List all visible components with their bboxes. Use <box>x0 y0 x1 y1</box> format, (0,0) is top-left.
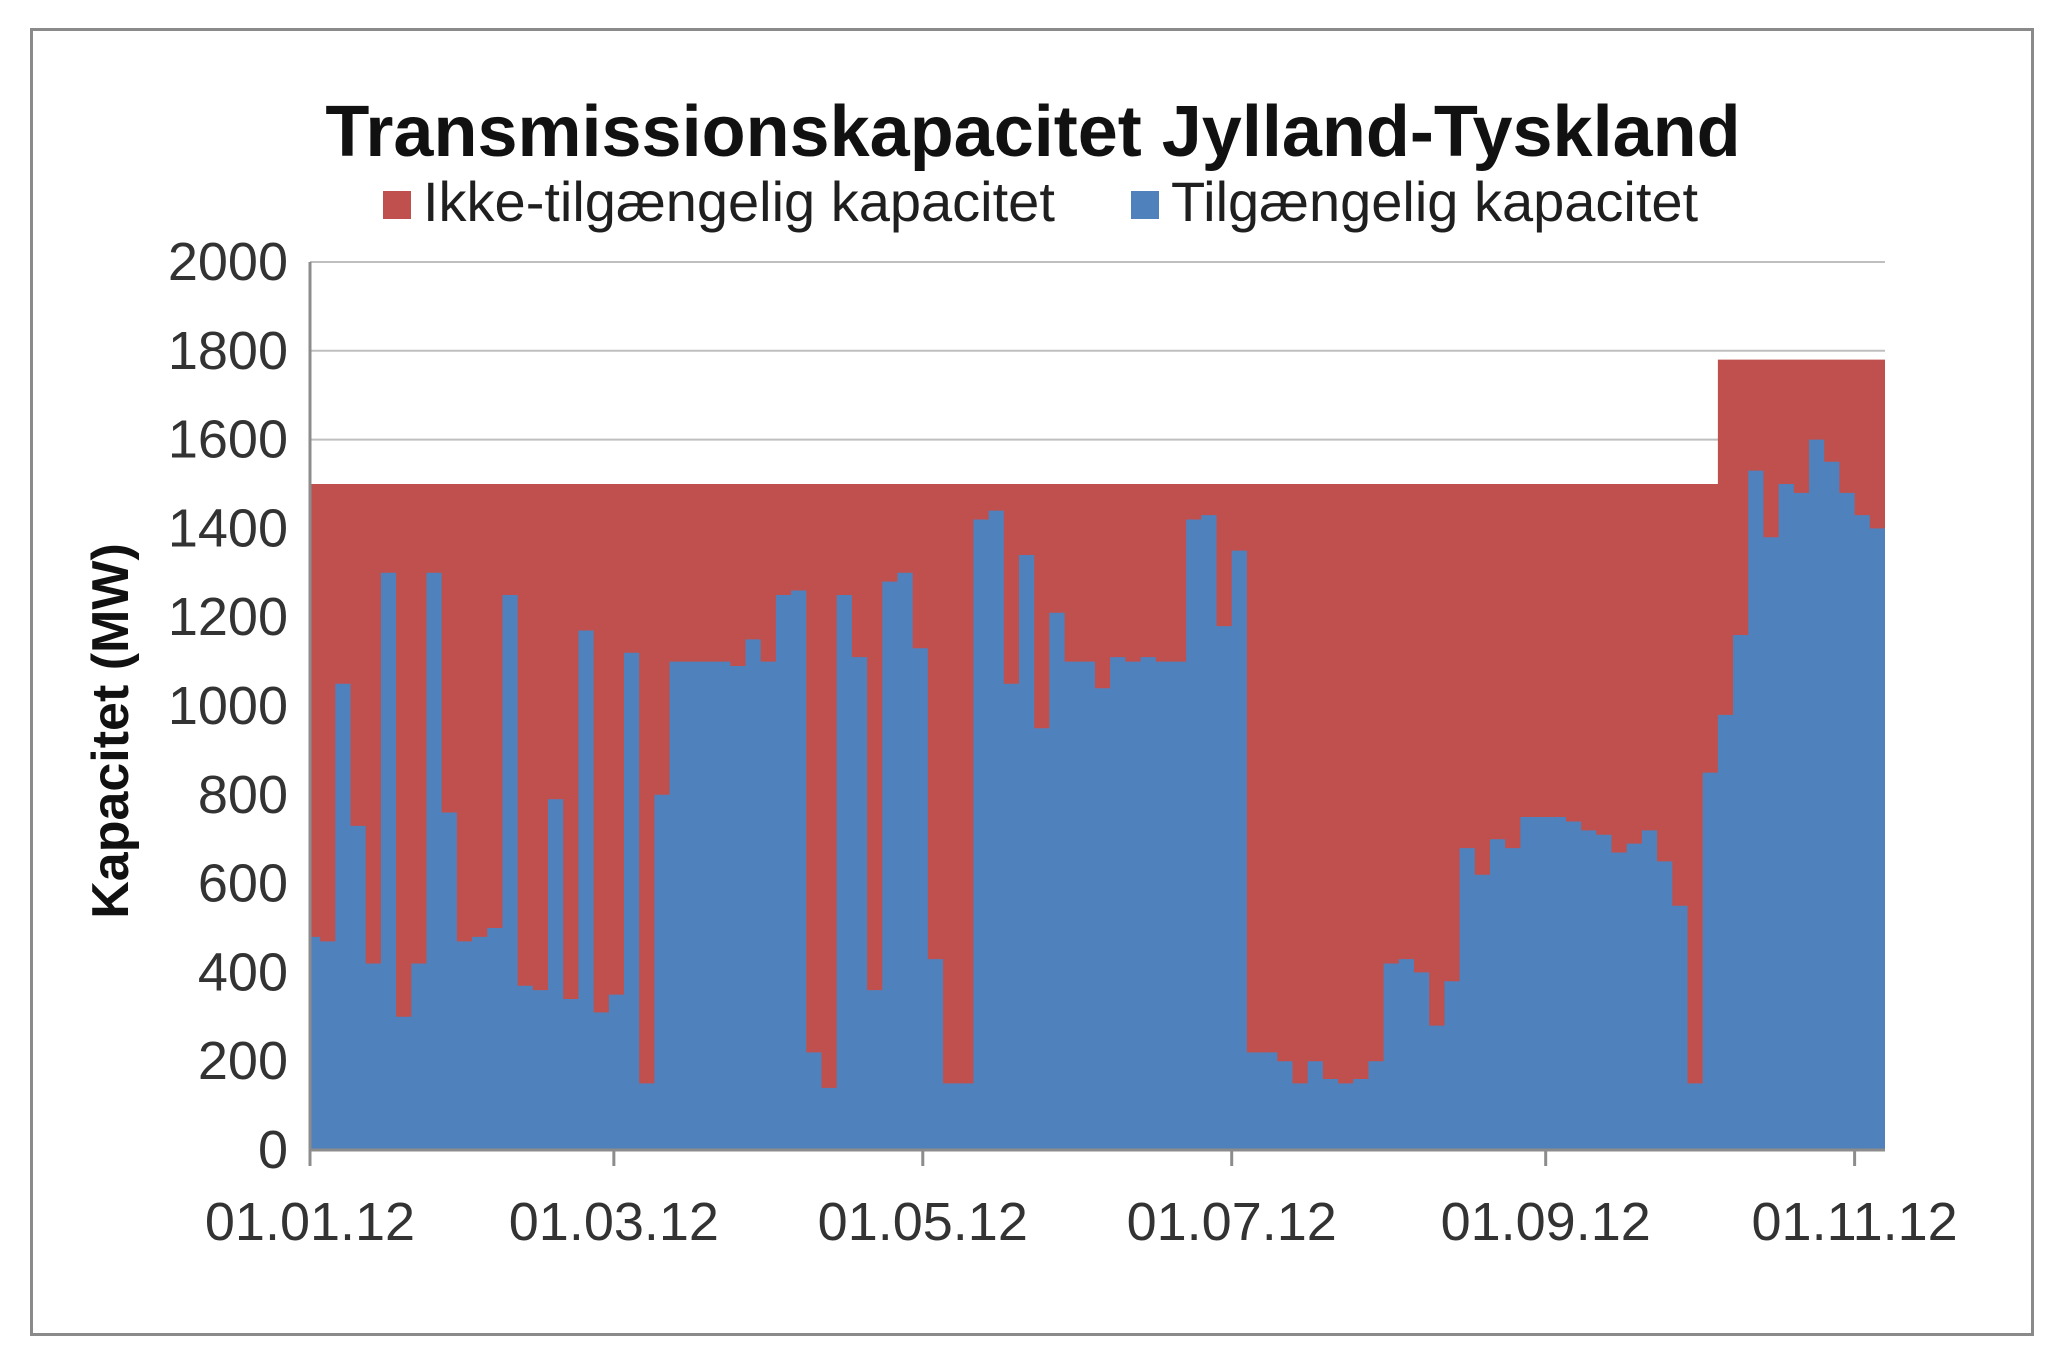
chart-title: Transmissionskapacitet Jylland-Tyskland <box>325 92 1740 172</box>
y-tick-label: 1800 <box>168 321 288 381</box>
legend-label-unavailable: Ikke-tilgængelig kapacitet <box>423 170 1055 233</box>
legend-swatch-unavailable <box>383 191 411 219</box>
axes: 0 200 400 600 800 1000 1200 1400 1600 1800 2000 01.… <box>168 232 1958 1252</box>
legend: Ikke-tilgængelig kapacitet Tilgængelig k… <box>383 170 1699 233</box>
x-tick-label: 01.03.12 <box>509 1192 719 1252</box>
y-tick-label: 1600 <box>168 410 288 470</box>
y-tick-label: 1400 <box>168 498 288 558</box>
plot-area <box>310 359 1885 1151</box>
x-tick-label: 01.01.12 <box>205 1192 415 1252</box>
y-tick-label: 2000 <box>168 232 288 292</box>
chart-canvas: Transmissionskapacitet Jylland-Tyskland … <box>82 92 1958 1252</box>
series-area-available <box>310 439 1885 1151</box>
y-axis-title: Kapacitet (MW) <box>82 543 140 919</box>
y-tick-label: 200 <box>198 1031 288 1091</box>
legend-label-available: Tilgængelig kapacitet <box>1171 170 1699 233</box>
y-tick-label: 400 <box>198 942 288 1002</box>
y-tick-label: 0 <box>258 1120 288 1180</box>
x-tick-label: 01.09.12 <box>1441 1192 1651 1252</box>
x-tick-label: 01.07.12 <box>1127 1192 1337 1252</box>
y-tick-label: 1200 <box>168 587 288 647</box>
chart-frame: Transmissionskapacitet Jylland-Tyskland … <box>30 28 2034 1336</box>
y-tick-label: 1000 <box>168 676 288 736</box>
y-tick-label: 800 <box>198 765 288 825</box>
x-tick-label: 01.11.12 <box>1752 1192 1958 1252</box>
legend-swatch-available <box>1131 191 1159 219</box>
x-tick-label: 01.05.12 <box>818 1192 1028 1252</box>
y-tick-label: 600 <box>198 854 288 914</box>
